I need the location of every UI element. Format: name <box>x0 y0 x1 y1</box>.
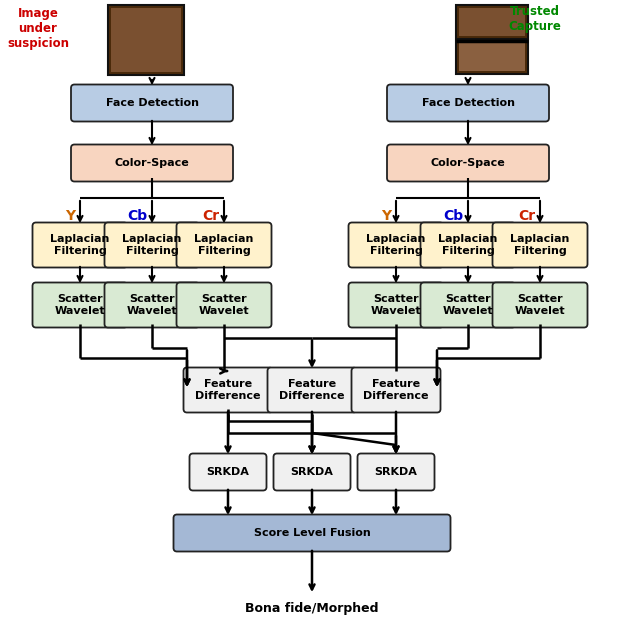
FancyBboxPatch shape <box>184 367 273 413</box>
Text: Scatter
Wavelet: Scatter Wavelet <box>371 294 422 316</box>
Text: Scatter
Wavelet: Scatter Wavelet <box>126 294 177 316</box>
Text: Y: Y <box>65 209 75 223</box>
FancyBboxPatch shape <box>420 282 515 327</box>
FancyBboxPatch shape <box>174 514 451 551</box>
Text: Laplacian
Filtering: Laplacian Filtering <box>194 234 254 256</box>
FancyBboxPatch shape <box>352 367 440 413</box>
Text: Feature
Difference: Feature Difference <box>195 379 261 401</box>
Text: Feature
Difference: Feature Difference <box>363 379 429 401</box>
FancyBboxPatch shape <box>108 5 184 75</box>
FancyBboxPatch shape <box>348 223 443 268</box>
Text: Feature
Difference: Feature Difference <box>279 379 345 401</box>
Text: Face Detection: Face Detection <box>422 98 515 108</box>
Text: Laplacian
Filtering: Laplacian Filtering <box>122 234 182 256</box>
FancyBboxPatch shape <box>459 8 525 36</box>
FancyBboxPatch shape <box>348 282 443 327</box>
Text: Cb: Cb <box>443 209 463 223</box>
Text: Score Level Fusion: Score Level Fusion <box>254 528 370 538</box>
Text: Y: Y <box>381 209 391 223</box>
FancyBboxPatch shape <box>492 282 588 327</box>
FancyBboxPatch shape <box>71 144 233 182</box>
Text: Scatter
Wavelet: Scatter Wavelet <box>55 294 105 316</box>
FancyBboxPatch shape <box>387 85 549 121</box>
Text: Laplacian
Filtering: Laplacian Filtering <box>366 234 426 256</box>
Text: Face Detection: Face Detection <box>105 98 198 108</box>
Text: Cr: Cr <box>518 209 535 223</box>
Text: Laplacian
Filtering: Laplacian Filtering <box>438 234 498 256</box>
FancyBboxPatch shape <box>492 223 588 268</box>
FancyBboxPatch shape <box>111 8 181 72</box>
Text: SRKDA: SRKDA <box>374 467 417 477</box>
Text: SRKDA: SRKDA <box>206 467 249 477</box>
Text: SRKDA: SRKDA <box>291 467 334 477</box>
FancyBboxPatch shape <box>459 43 525 71</box>
Text: Bona fide/Morphed: Bona fide/Morphed <box>246 602 379 615</box>
FancyBboxPatch shape <box>105 282 200 327</box>
FancyBboxPatch shape <box>32 282 128 327</box>
FancyBboxPatch shape <box>420 223 515 268</box>
Text: Scatter
Wavelet: Scatter Wavelet <box>198 294 249 316</box>
Text: Cr: Cr <box>202 209 219 223</box>
FancyBboxPatch shape <box>71 85 233 121</box>
FancyBboxPatch shape <box>190 453 267 490</box>
FancyBboxPatch shape <box>267 367 356 413</box>
FancyBboxPatch shape <box>358 453 435 490</box>
Text: Image
under
suspicion: Image under suspicion <box>7 7 69 50</box>
Text: Laplacian
Filtering: Laplacian Filtering <box>510 234 570 256</box>
FancyBboxPatch shape <box>32 223 128 268</box>
Text: Laplacian
Filtering: Laplacian Filtering <box>50 234 110 256</box>
FancyBboxPatch shape <box>456 5 528 39</box>
FancyBboxPatch shape <box>177 223 272 268</box>
Text: Color-Space: Color-Space <box>431 158 505 168</box>
Text: Trusted
Capture: Trusted Capture <box>508 5 562 33</box>
FancyBboxPatch shape <box>273 453 350 490</box>
FancyBboxPatch shape <box>177 282 272 327</box>
Text: Cb: Cb <box>127 209 147 223</box>
FancyBboxPatch shape <box>456 41 528 74</box>
FancyBboxPatch shape <box>387 144 549 182</box>
Text: Scatter
Wavelet: Scatter Wavelet <box>515 294 565 316</box>
FancyBboxPatch shape <box>105 223 200 268</box>
Text: Scatter
Wavelet: Scatter Wavelet <box>443 294 494 316</box>
Text: Color-Space: Color-Space <box>115 158 189 168</box>
